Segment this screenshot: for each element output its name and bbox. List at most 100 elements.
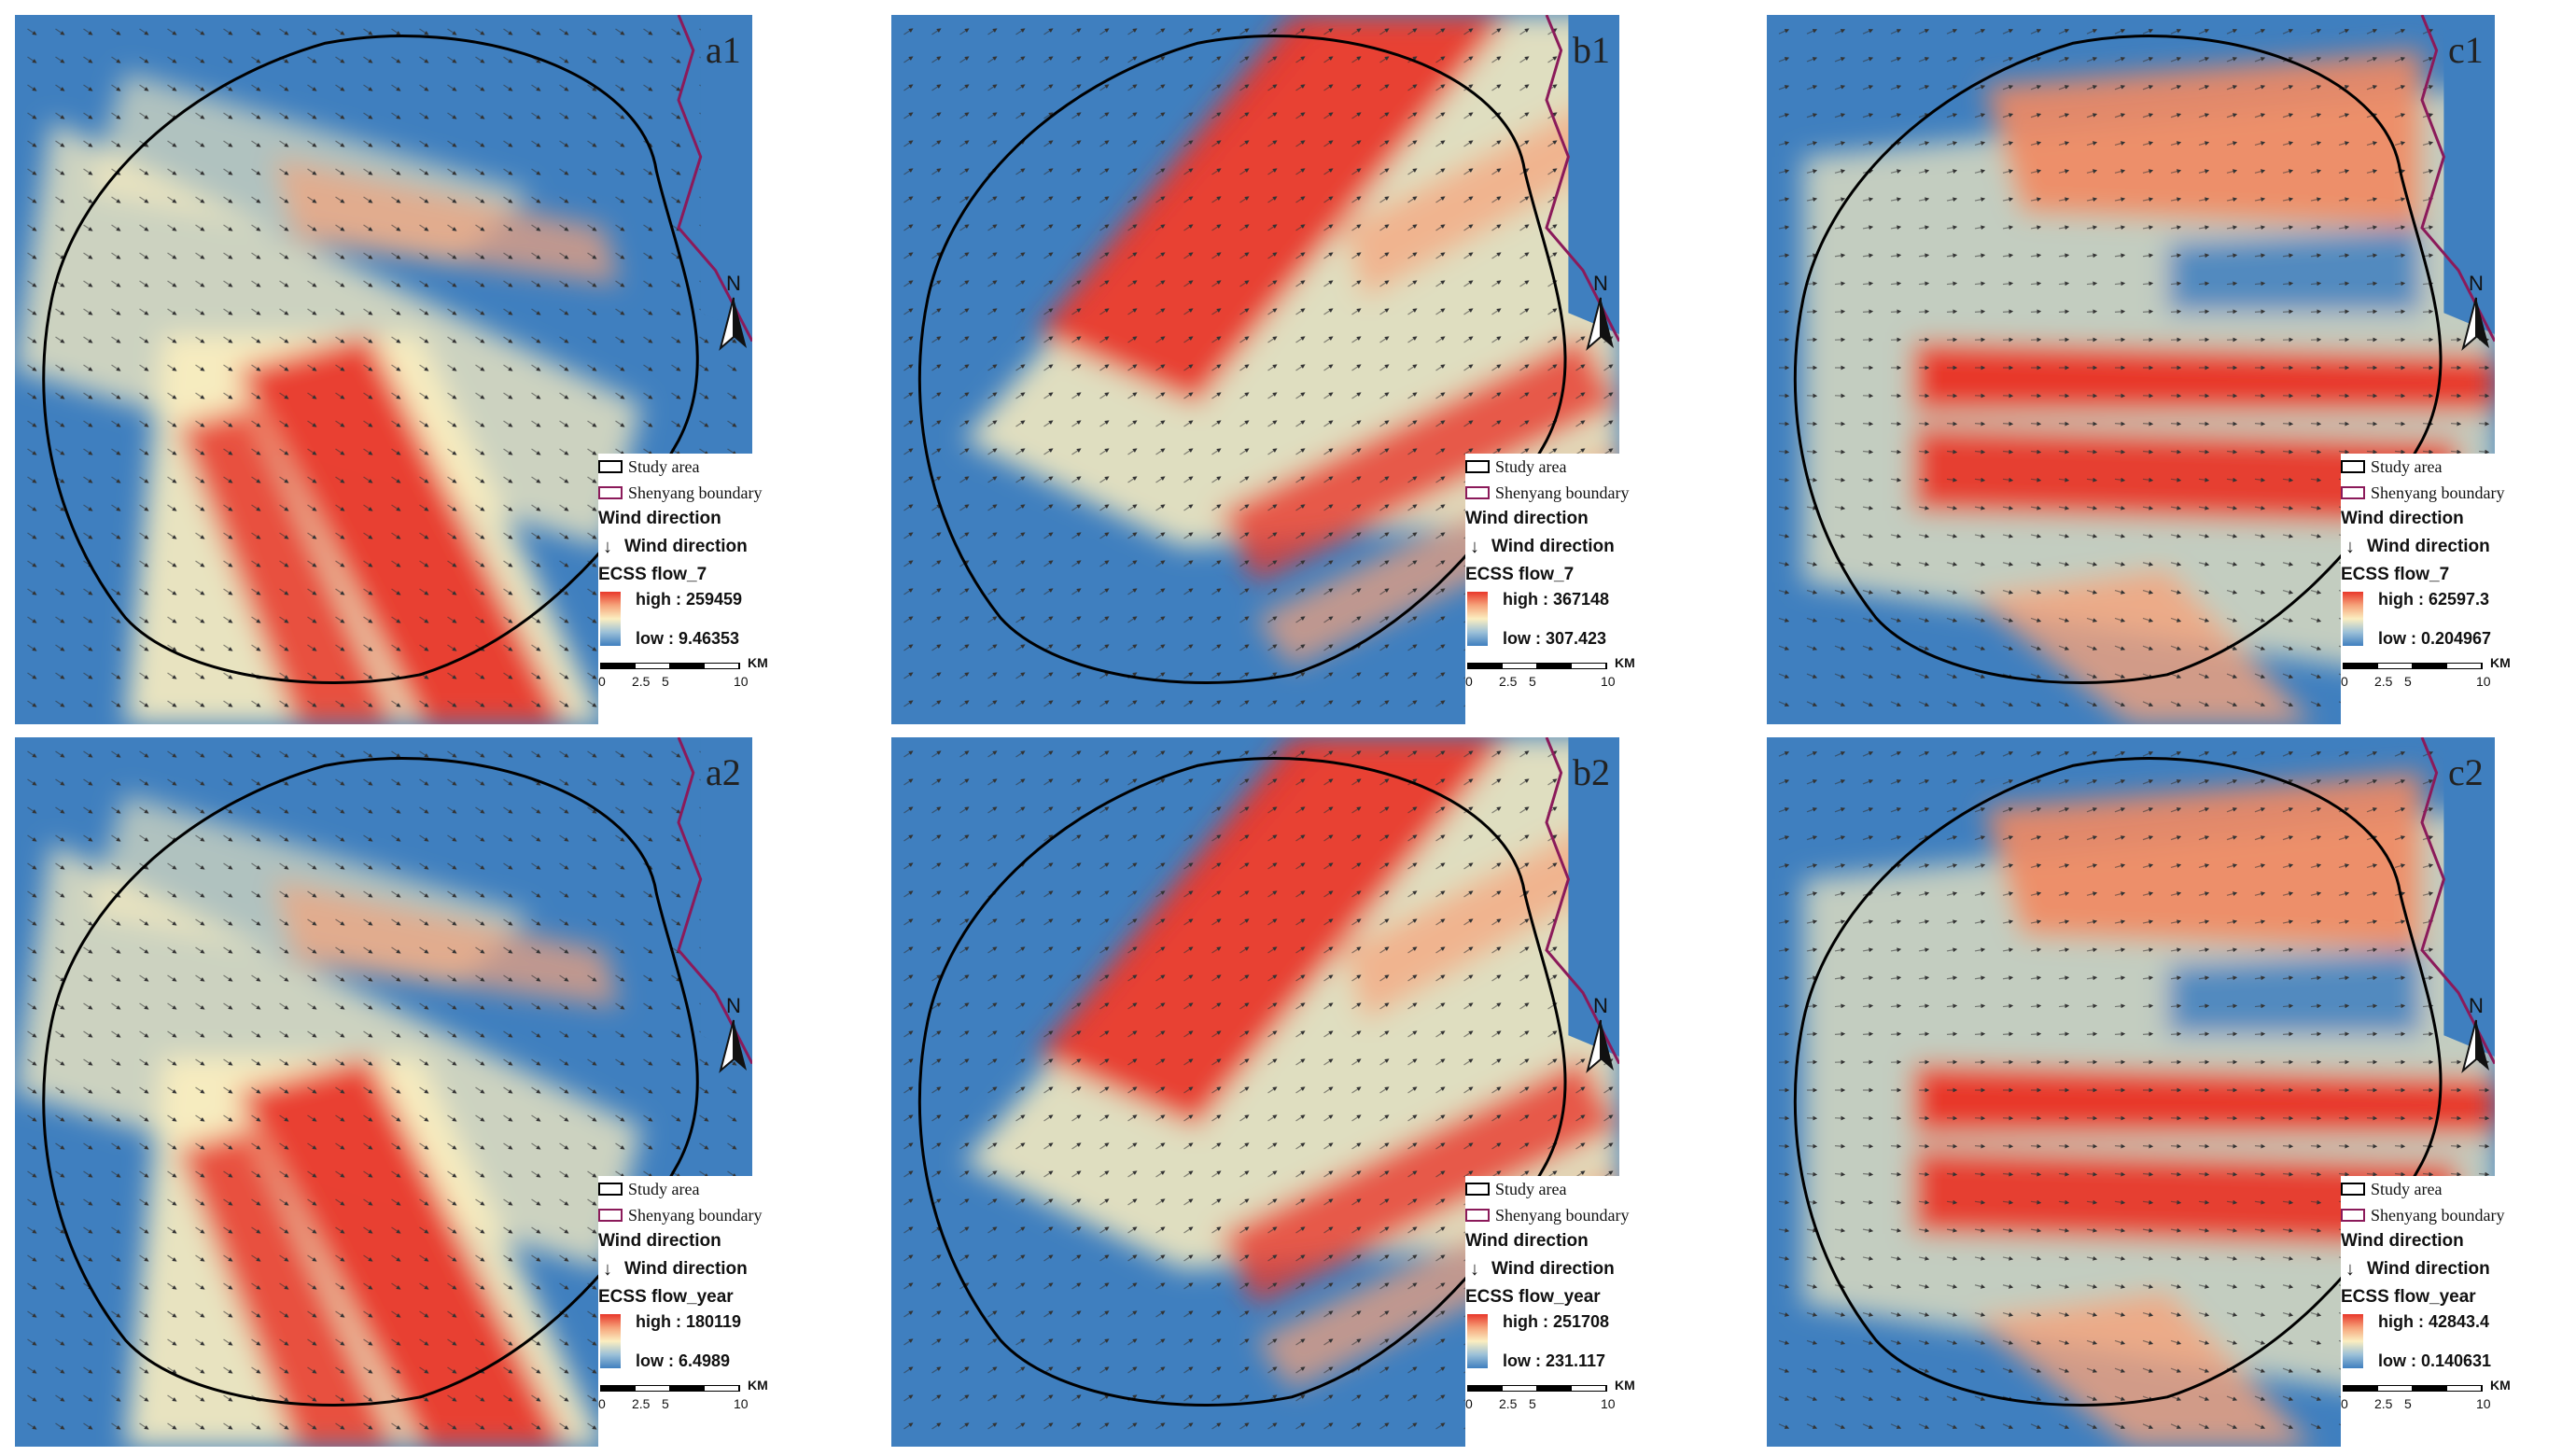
study-area-outline <box>42 35 699 684</box>
ramp-low: low : 6.4989 <box>636 1351 731 1370</box>
ramp-high: high : 180119 <box>636 1312 742 1331</box>
scale-tick: 5 <box>1529 674 1536 689</box>
flow-band <box>236 1057 568 1447</box>
ramp-high: high : 367148 <box>1503 590 1610 609</box>
scale-tick: 5 <box>2404 674 2412 689</box>
wind-arrow-icon: ↓ <box>1470 536 1479 557</box>
legend-boundary: Shenyang boundary <box>1465 480 1703 506</box>
map-legend: Study area Shenyang boundary Wind directio… <box>1465 454 1703 724</box>
north-arrow: N <box>2457 994 2495 1079</box>
outside-area <box>1568 737 1619 1057</box>
north-arrow-icon <box>2461 1019 2489 1073</box>
flow-band <box>1970 1290 2313 1447</box>
north-arrow-icon <box>1586 1019 1614 1073</box>
scale-tick: 2.5 <box>632 1396 651 1411</box>
study-area-outline <box>917 35 1567 684</box>
legend-study-area: Study area <box>1465 454 1703 480</box>
flow-band <box>1342 86 1619 299</box>
ramp-low: low : 307.423 <box>1503 629 1607 648</box>
scale-bar: KM 0 2.5 5 10 <box>1465 655 1703 698</box>
wind-direction-title: Wind direction <box>2341 1231 2464 1251</box>
color-ramp: high : 251708 low : 231.117 <box>1465 1310 1703 1374</box>
flow-band <box>273 157 620 285</box>
ramp-high: high : 62597.3 <box>2378 590 2490 609</box>
legend-boundary: Shenyang boundary <box>598 480 836 506</box>
north-label: N <box>726 994 741 1017</box>
study-area-swatch <box>2341 1183 2365 1196</box>
panel-label: c1 <box>2448 29 2484 71</box>
wind-direction-label: Wind direction <box>2367 1259 2490 1279</box>
color-ramp: high : 62597.3 low : 0.204967 <box>2341 588 2576 651</box>
scale-tick: 0 <box>2341 674 2348 689</box>
legend-study-area: Study area <box>598 1176 836 1202</box>
outside-area <box>2443 15 2495 334</box>
north-arrow-icon <box>719 1019 747 1073</box>
scale-tick: 2.5 <box>1499 1396 1518 1411</box>
wind-arrow-icon: ↓ <box>2345 1258 2355 1280</box>
outside-area <box>1568 15 1619 334</box>
flow-band <box>1037 737 1510 1127</box>
scale-unit: KM <box>1615 1378 1635 1393</box>
flow-band <box>1970 567 2313 724</box>
scale-tick: 10 <box>1601 674 1616 689</box>
wind-direction-title: Wind direction <box>598 1231 721 1251</box>
flow-band <box>236 334 568 724</box>
color-ramp: high : 180119 low : 6.4989 <box>598 1310 836 1374</box>
legend-study-area: Study area <box>598 454 836 480</box>
boundary-swatch <box>2341 486 2365 499</box>
scale-bar-graphic <box>1467 1385 1607 1392</box>
panel-label: a1 <box>706 29 741 71</box>
scale-tick: 10 <box>2476 1396 2491 1411</box>
ramp-high: high : 42843.4 <box>2378 1312 2490 1331</box>
wind-direction-label: Wind direction <box>2367 537 2490 556</box>
study-area-label: Study area <box>1495 456 1567 476</box>
wind-direction-label: Wind direction <box>624 537 748 556</box>
scale-bar-graphic <box>600 1385 740 1392</box>
north-label: N <box>1593 994 1608 1017</box>
flow-band <box>1912 426 2458 526</box>
boundary-label: Shenyang boundary <box>628 1205 763 1225</box>
north-label: N <box>726 272 741 295</box>
field-name: ECSS flow_year <box>2341 1287 2476 1307</box>
scale-unit: KM <box>2490 1378 2511 1393</box>
legend-wind-direction: ↓ Wind direction <box>2341 1254 2576 1284</box>
color-ramp: high : 42843.4 low : 0.140631 <box>2341 1310 2576 1374</box>
scale-bar: KM 0 2.5 5 10 <box>2341 1378 2576 1421</box>
flow-band <box>2167 228 2422 314</box>
ramp-low: low : 0.140631 <box>2378 1351 2492 1370</box>
boundary-swatch <box>598 486 623 499</box>
boundary-label: Shenyang boundary <box>1495 483 1630 502</box>
ramp-gradient <box>1467 592 1488 646</box>
scale-tick: 5 <box>1529 1396 1536 1411</box>
study-area-label: Study area <box>2371 456 2443 476</box>
scale-bar-graphic <box>1467 663 1607 669</box>
scale-tick: 0 <box>2341 1396 2348 1411</box>
outside-area <box>700 15 752 334</box>
scale-bar-graphic <box>600 663 740 669</box>
scale-tick: 0 <box>598 674 606 689</box>
wind-direction-title: Wind direction <box>598 509 721 528</box>
ramp-gradient <box>600 1314 621 1368</box>
north-arrow-icon <box>2461 297 2489 351</box>
flow-band <box>1985 50 2422 228</box>
north-arrow: N <box>1582 272 1619 357</box>
north-arrow: N <box>2457 272 2495 357</box>
study-area-label: Study area <box>2371 1179 2443 1198</box>
north-arrow: N <box>715 272 752 357</box>
study-area-outline <box>1793 757 2443 1407</box>
study-area-swatch <box>598 1183 623 1196</box>
scale-tick: 5 <box>2404 1396 2412 1411</box>
outside-area <box>2443 737 2495 1057</box>
wind-direction-label: Wind direction <box>1491 537 1615 556</box>
scale-bar-graphic <box>2343 1385 2483 1392</box>
wind-direction-title: Wind direction <box>1465 1231 1589 1251</box>
legend-wind-direction: ↓ Wind direction <box>1465 532 1703 562</box>
study-area-swatch <box>2341 460 2365 473</box>
boundary-label: Shenyang boundary <box>2371 483 2505 502</box>
legend-boundary: Shenyang boundary <box>1465 1202 1703 1228</box>
map-legend: Study area Shenyang boundary Wind directio… <box>598 1176 836 1447</box>
wind-arrow-icon: ↓ <box>2345 536 2355 557</box>
map-legend: Study area Shenyang boundary Wind directio… <box>2341 1176 2576 1447</box>
scale-tick: 10 <box>734 674 749 689</box>
legend-wind-direction: ↓ Wind direction <box>598 532 836 562</box>
